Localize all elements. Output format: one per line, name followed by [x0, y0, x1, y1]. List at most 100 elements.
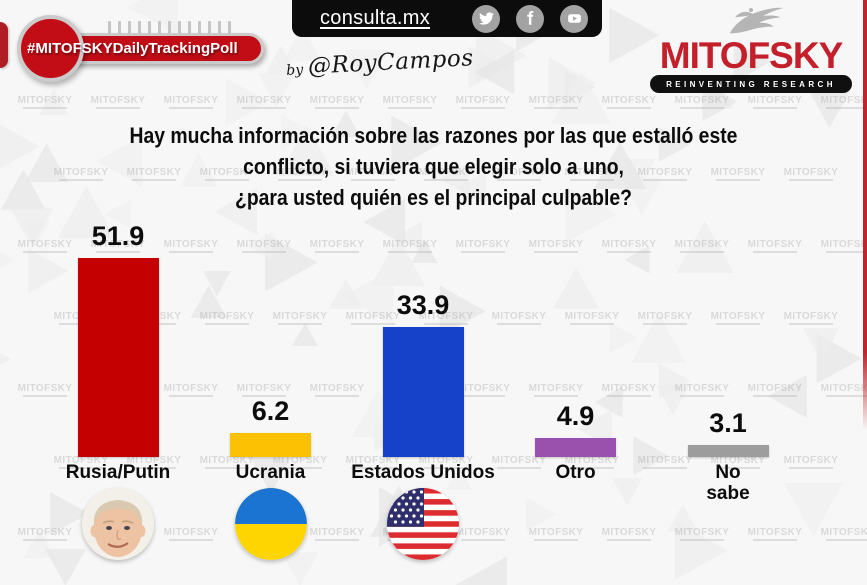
- triangle-pattern-shape: [0, 242, 14, 278]
- bird-logo-icon: [729, 7, 783, 34]
- watermark: MITOFSKY: [269, 167, 331, 181]
- watermark: MITOFSKY: [196, 167, 258, 181]
- watermark: MITOFSKY: [342, 311, 404, 325]
- watermark: MITOFSKY: [525, 95, 587, 109]
- watermark: MITOFSKY: [306, 95, 368, 109]
- question-line-1: Hay mucha información sobre las razones …: [129, 123, 738, 148]
- watermark: MITOFSKY: [14, 383, 76, 397]
- triangle-pattern-shape: [45, 549, 86, 585]
- watermark: MITOFSKY: [488, 167, 550, 181]
- watermark: MITOFSKY: [744, 239, 806, 253]
- watermark: MITOFSKY: [525, 239, 587, 253]
- watermark: MITOFSKY: [561, 455, 623, 469]
- thermometer-ticks-icon: [108, 21, 231, 34]
- category-label-ucrania: Ucrania: [235, 462, 306, 483]
- watermark: MITOFSKY: [87, 95, 149, 109]
- watermark: MITOFSKY: [160, 383, 222, 397]
- watermark: MITOFSKY: [452, 383, 514, 397]
- watermark: MITOFSKY: [415, 455, 477, 469]
- poll-question: Hay mucha información sobre las razones …: [40, 120, 827, 213]
- hashtag-badge: #MITOFSKYDailyTrackingPoll: [0, 4, 295, 104]
- watermark: MITOFSKY: [671, 239, 733, 253]
- watermark: MITOFSKY: [817, 383, 867, 397]
- watermark: MITOFSKY: [123, 455, 185, 469]
- category-label-rusia-putin: Rusia/Putin: [65, 462, 171, 483]
- value-label-no-sabe: 3.1: [709, 408, 747, 438]
- watermark: MITOFSKY: [160, 527, 222, 541]
- watermark: MITOFSKY: [634, 455, 696, 469]
- watermark: MITOFSKY: [488, 311, 550, 325]
- thermometer-tick: [108, 21, 111, 34]
- thermometer-tick: [168, 21, 171, 34]
- watermark: MITOFSKY: [744, 383, 806, 397]
- thermometer-tick: [218, 21, 221, 34]
- twitter-icon[interactable]: [472, 4, 500, 33]
- watermark: MITOFSKY: [342, 167, 404, 181]
- watermark: MITOFSKY: [817, 239, 867, 253]
- watermark: MITOFSKY: [233, 239, 295, 253]
- thermometer-tick: [228, 21, 231, 34]
- watermark: MITOFSKY: [707, 311, 769, 325]
- logo-tagline: REINVENTING RESEARCH: [650, 75, 852, 93]
- triangle-pattern-shape: [609, 323, 637, 354]
- ukraine-flag-icon: [234, 488, 307, 560]
- watermark: MITOFSKY: [452, 95, 514, 109]
- social-icons-group: [472, 4, 588, 33]
- question-line-2: conflicto, si tuviera que elegir solo a …: [243, 154, 624, 179]
- watermark: MITOFSKY: [269, 311, 331, 325]
- watermark: MITOFSKY: [598, 383, 660, 397]
- watermark: MITOFSKY: [306, 527, 368, 541]
- thermometer-tick: [158, 21, 161, 34]
- watermark: MITOFSKY: [233, 95, 295, 109]
- thermometer-bulb-icon: [17, 15, 84, 82]
- watermark: MITOFSKY: [123, 167, 185, 181]
- watermark: MITOFSKY: [415, 311, 477, 325]
- watermark: MITOFSKY: [780, 167, 842, 181]
- watermark: MITOFSKY: [488, 455, 550, 469]
- facebook-icon[interactable]: [516, 4, 544, 33]
- usa-flag-icon: [387, 488, 459, 560]
- watermark: MITOFSKY: [780, 455, 842, 469]
- putin-face-icon: [82, 488, 154, 560]
- watermark: MITOFSKY: [671, 383, 733, 397]
- watermark: MITOFSKY: [14, 527, 76, 541]
- question-line-3: ¿para usted quién es el principal culpab…: [235, 185, 632, 210]
- watermark: MITOFSKY: [379, 95, 441, 109]
- thermometer-tick: [178, 21, 181, 34]
- youtube-icon[interactable]: [560, 4, 588, 33]
- watermark: MITOFSKY: [561, 167, 623, 181]
- byline-prefix: by: [285, 62, 304, 79]
- watermark: MITOFSKY: [671, 527, 733, 541]
- top-black-bar: consulta.mx: [292, 0, 602, 37]
- watermark: MITOFSKY: [269, 455, 331, 469]
- watermark: MITOFSKY: [744, 527, 806, 541]
- triangle-pattern-shape: [455, 556, 506, 585]
- website-link[interactable]: consulta.mx: [320, 7, 431, 29]
- bar-otro: [535, 438, 616, 457]
- triangle-pattern-shape: [281, 552, 319, 585]
- watermark: MITOFSKY: [452, 527, 514, 541]
- watermark: MITOFSKY: [87, 239, 149, 253]
- category-label-no-sabe: No sabe: [706, 462, 750, 504]
- watermark: MITOFSKY: [780, 311, 842, 325]
- watermark: MITOFSKY: [342, 455, 404, 469]
- bar-rusia-putin: [77, 258, 159, 457]
- red-edge-accent-right: [863, 0, 867, 430]
- hashtag-badge-label: #MITOFSKYDailyTrackingPoll: [27, 40, 238, 57]
- category-label-otro: Otro: [555, 462, 596, 483]
- watermark: MITOFSKY: [196, 455, 258, 469]
- watermark: MITOFSKY: [14, 239, 76, 253]
- thermometer-tick: [188, 21, 191, 34]
- watermark: MITOFSKY: [598, 239, 660, 253]
- watermark: MITOFSKY: [671, 95, 733, 109]
- bar-ucrania: [230, 433, 311, 457]
- watermark: MITOFSKY: [379, 239, 441, 253]
- watermark: MITOFSKY: [707, 167, 769, 181]
- watermark: MITOFSKY: [160, 95, 222, 109]
- watermark: MITOFSKY: [598, 95, 660, 109]
- byline-handle: @RoyCampos: [307, 45, 475, 80]
- value-label-rusia-putin: 51.9: [91, 221, 145, 251]
- value-label-estados-unidos: 33.9: [396, 290, 450, 320]
- logo-wordmark: MITOFSKY: [659, 35, 844, 76]
